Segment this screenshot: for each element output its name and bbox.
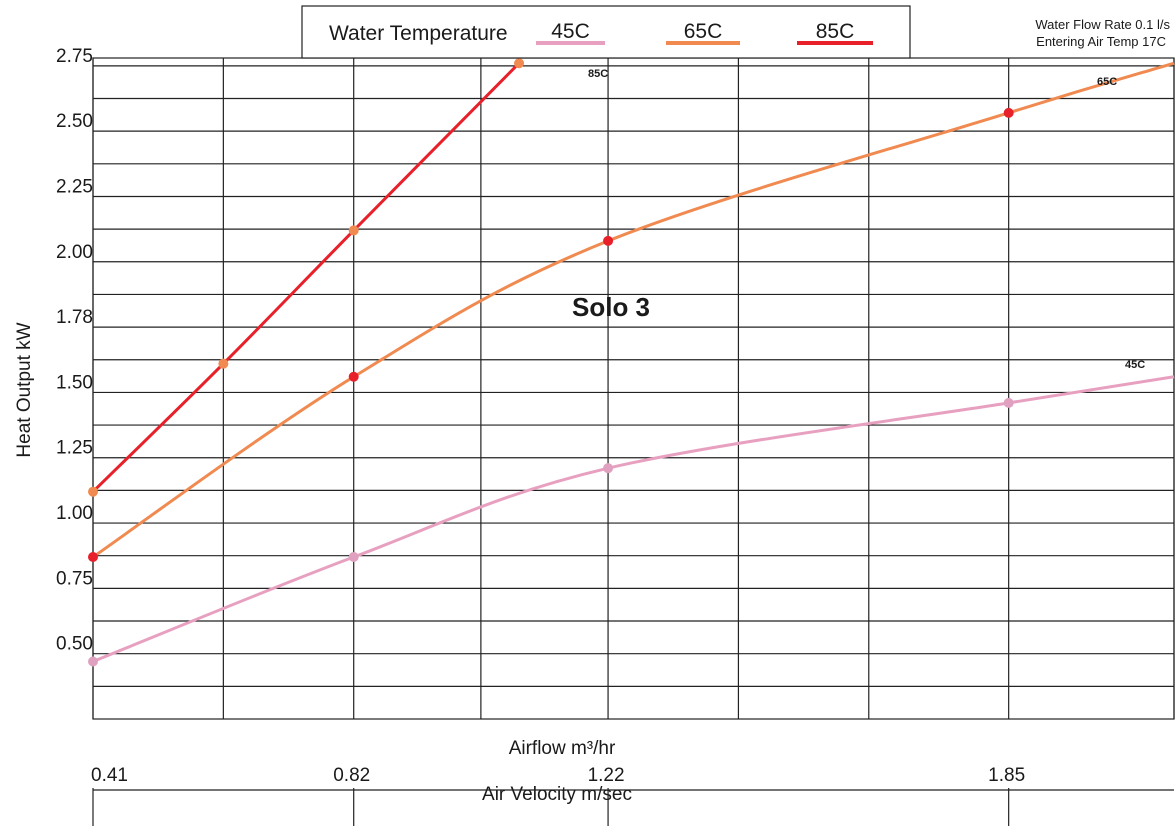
- legend-entry-label: 45C: [551, 20, 590, 43]
- y-tick-label: 1.78: [56, 307, 93, 328]
- series-end-label: 45C: [1125, 359, 1145, 371]
- x-tick-label: 0.82: [333, 765, 370, 786]
- data-point-85C: [218, 358, 229, 369]
- legend-items: 45C 65C 85C: [536, 20, 873, 45]
- series-lines: [91, 61, 1175, 663]
- legend-title: Water Temperature: [329, 22, 508, 45]
- series-line-85C: [91, 62, 521, 493]
- y-tick-label: 1.00: [56, 503, 93, 524]
- y-tick-label: 1.50: [56, 372, 93, 393]
- x-tick-label: 0.41: [91, 765, 128, 786]
- note-water-flow: Water Flow Rate 0.1 l/s: [1035, 17, 1170, 32]
- x2-axis-label: Air Velocity m/sec: [482, 784, 632, 805]
- y-tick-label: 1.25: [56, 438, 93, 459]
- legend-entry-label: 85C: [816, 20, 855, 43]
- y-tick-label: 0.75: [56, 568, 93, 589]
- y-tick-label: 0.50: [56, 634, 93, 655]
- data-point-85C: [88, 486, 98, 497]
- data-point-85C: [348, 225, 359, 236]
- data-point-45C: [348, 552, 359, 563]
- data-point-65C: [348, 371, 359, 382]
- data-point-65C: [1003, 107, 1014, 118]
- data-point-65C: [603, 235, 614, 246]
- x-tick-label: 1.85: [988, 765, 1025, 786]
- data-point-85C: [514, 58, 525, 69]
- series-markers: [88, 58, 1014, 667]
- plot-frame: [92, 57, 1175, 720]
- y-tick-label: 2.25: [56, 176, 93, 197]
- series-end-labels: 45C 65C 85C: [588, 68, 1145, 371]
- x-tick-label: 1.22: [588, 765, 625, 786]
- y-tick-label: 2.00: [56, 242, 93, 263]
- series-line-45C: [92, 375, 1175, 663]
- y-tick-label: 2.50: [56, 111, 93, 132]
- x-tick-labels: 0.41 0.82 1.22 1.85: [91, 765, 1174, 826]
- grid: [92, 57, 1175, 720]
- x-axis-label: Airflow m³/hr: [509, 738, 616, 759]
- y-tick-labels: 0.50 0.75 1.00 1.25 1.50 1.78 2.00 2.25 2.50 2.75: [56, 46, 93, 655]
- legend-box: [301, 5, 911, 59]
- data-point-45C: [603, 463, 614, 474]
- note-entering-air: Entering Air Temp 17C: [1036, 34, 1166, 49]
- legend: Water Temperature 45C 65C 85C: [301, 5, 911, 59]
- y-tick-label: 2.75: [56, 46, 93, 67]
- series-end-label: 65C: [1097, 76, 1117, 88]
- chart-label: Solo 3: [572, 292, 650, 322]
- series-end-label: 85C: [588, 68, 608, 80]
- data-point-45C: [88, 656, 98, 667]
- y-axis-label: Heat Output kW: [14, 322, 35, 457]
- data-point-65C: [88, 552, 98, 563]
- legend-entry-label: 65C: [684, 20, 723, 43]
- data-point-45C: [1003, 397, 1014, 408]
